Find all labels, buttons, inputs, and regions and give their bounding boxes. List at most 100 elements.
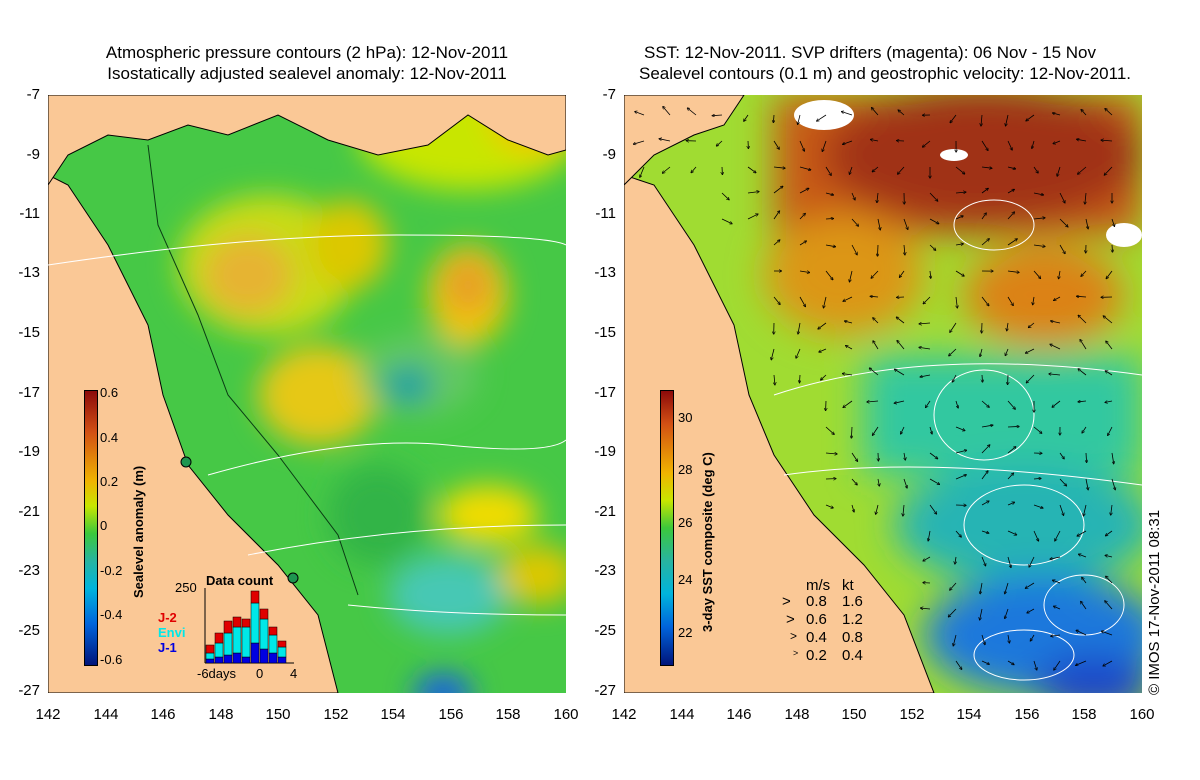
velocity-vector xyxy=(851,452,857,461)
histogram-xlabel-end: 4 xyxy=(290,666,298,681)
velocity-vector xyxy=(773,240,780,246)
lat-tick: -9 xyxy=(26,146,40,163)
velocity-vector xyxy=(903,504,904,516)
velocity-vector xyxy=(846,346,853,350)
velocity-vector xyxy=(1078,166,1087,174)
lon-tick: 154 xyxy=(380,706,406,723)
velocity-vector xyxy=(953,634,957,646)
velocity-vector xyxy=(1005,608,1009,618)
satellite-label-j1: J-1 xyxy=(158,640,177,655)
sealevel-colorbar-tick: -0.4 xyxy=(100,607,123,622)
velocity-vector xyxy=(867,401,879,402)
velocity-vector xyxy=(1054,660,1061,670)
velocity-vector xyxy=(1033,478,1041,479)
lat-tick: -7 xyxy=(26,86,40,103)
velocity-vector xyxy=(1007,427,1019,428)
velocity-legend-header-ms: m/s xyxy=(806,577,831,594)
lat-tick: -9 xyxy=(602,146,616,163)
velocity-vector xyxy=(799,241,806,246)
tide-gauge-marker xyxy=(180,456,192,468)
velocity-vector xyxy=(1053,113,1061,116)
velocity-vector xyxy=(640,166,645,177)
velocity-vector xyxy=(1007,296,1013,305)
lon-tick: 158 xyxy=(1071,706,1097,723)
velocity-vector xyxy=(1053,580,1061,584)
lat-tick: -11 xyxy=(19,205,40,222)
velocity-vector xyxy=(1033,192,1043,195)
velocity-vector xyxy=(663,166,671,173)
histogram-bar xyxy=(223,654,233,664)
velocity-vector xyxy=(1076,660,1087,665)
histogram-bar xyxy=(250,590,260,604)
sealevel-colorbar-gradient xyxy=(84,390,98,666)
velocity-vector xyxy=(981,660,989,664)
velocity-vector xyxy=(825,504,833,508)
velocity-vector xyxy=(1007,447,1016,454)
velocity-vector xyxy=(1059,244,1065,253)
velocity-vector xyxy=(930,270,931,278)
velocity-vector xyxy=(1081,270,1087,276)
histogram-bar xyxy=(268,652,278,664)
velocity-vector xyxy=(877,192,878,202)
lon-tick: 160 xyxy=(553,706,579,723)
velocity-vector xyxy=(1007,166,1015,169)
lat-tick: -15 xyxy=(594,324,616,341)
velocity-vector xyxy=(1106,270,1113,278)
velocity-vector xyxy=(1007,502,1014,506)
velocity-vector xyxy=(955,475,966,480)
lon-tick: 154 xyxy=(956,706,982,723)
data-count-histogram xyxy=(204,588,294,664)
lat-tick: -25 xyxy=(594,622,616,639)
velocity-vector xyxy=(955,166,965,174)
velocity-vector xyxy=(926,400,931,407)
velocity-vector xyxy=(825,192,833,195)
velocity-vector xyxy=(980,608,983,620)
velocity-vector xyxy=(1007,271,1019,272)
velocity-vector xyxy=(955,426,965,431)
velocity-vector xyxy=(1033,504,1043,508)
velocity-vector xyxy=(825,244,835,247)
histogram-bar xyxy=(223,632,233,656)
velocity-vector xyxy=(873,166,879,172)
velocity-vector xyxy=(929,426,932,434)
velocity-legend-arrow: > xyxy=(790,629,798,643)
velocity-vector xyxy=(851,478,857,485)
histogram-bar xyxy=(241,626,251,658)
histogram-bar xyxy=(214,642,224,658)
velocity-vector xyxy=(1057,166,1061,176)
sealevel-colorbar-label: Sealevel anomaly (m) xyxy=(131,465,146,598)
velocity-vector xyxy=(798,322,801,334)
data-count-ymax: 250 xyxy=(175,580,197,595)
velocity-vector xyxy=(955,244,963,245)
pressure-contour xyxy=(48,234,566,266)
velocity-legend-arrow: > xyxy=(786,611,795,628)
histogram-bar xyxy=(241,656,251,664)
velocity-vector xyxy=(921,608,931,609)
lat-tick: -21 xyxy=(594,503,616,520)
histogram-bar xyxy=(277,656,287,664)
velocity-vector xyxy=(929,244,936,250)
velocity-vector xyxy=(949,608,957,617)
velocity-vector xyxy=(691,166,697,173)
velocity-vector xyxy=(878,478,879,486)
left-title-line1: Atmospheric pressure contours (2 hPa): 1… xyxy=(105,43,509,62)
velocity-vector xyxy=(929,452,937,459)
lon-tick: 146 xyxy=(726,706,752,723)
velocity-vector xyxy=(1054,296,1061,300)
velocity-vector xyxy=(981,114,982,126)
sst-colorbar-tick: 26 xyxy=(678,515,693,530)
sealevel-contours xyxy=(773,199,1142,681)
velocity-vector xyxy=(1029,556,1035,567)
histogram-bar xyxy=(250,642,260,664)
data-count-title: Data count xyxy=(206,573,274,588)
velocity-vector xyxy=(981,140,988,150)
velocity-vector xyxy=(1059,452,1064,459)
velocity-vector xyxy=(819,348,827,352)
velocity-vector xyxy=(659,139,671,142)
histogram-xlabel-zero: 0 xyxy=(256,666,264,681)
histogram-bar xyxy=(259,618,269,650)
velocity-vector xyxy=(1086,452,1087,462)
velocity-vector xyxy=(825,270,833,280)
velocity-vector xyxy=(1007,140,1012,150)
velocity-vector xyxy=(981,471,988,480)
